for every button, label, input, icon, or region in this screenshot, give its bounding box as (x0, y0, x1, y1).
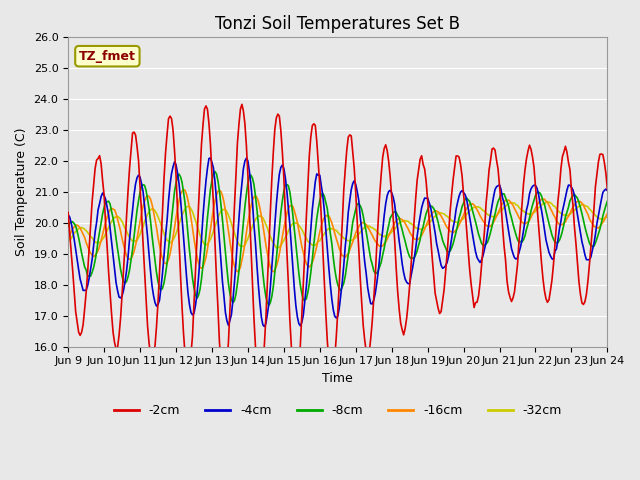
Text: TZ_fmet: TZ_fmet (79, 50, 136, 63)
Title: Tonzi Soil Temperatures Set B: Tonzi Soil Temperatures Set B (215, 15, 460, 33)
Y-axis label: Soil Temperature (C): Soil Temperature (C) (15, 128, 28, 256)
X-axis label: Time: Time (323, 372, 353, 385)
Legend: -2cm, -4cm, -8cm, -16cm, -32cm: -2cm, -4cm, -8cm, -16cm, -32cm (109, 399, 567, 422)
